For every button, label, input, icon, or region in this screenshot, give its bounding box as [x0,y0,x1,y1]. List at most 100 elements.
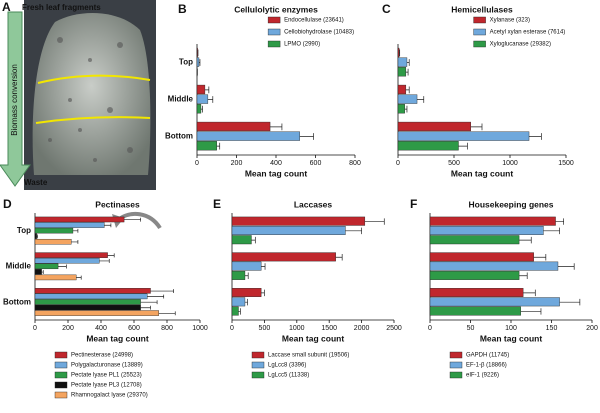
error-bar [533,253,547,261]
bar [34,293,148,300]
bar [231,288,262,297]
x-tick-label: 50 [467,325,475,332]
legend-label: Acetyl xylan esterase (7614) [490,30,566,36]
bar [34,274,77,281]
x-tick-label: 200 [586,325,598,332]
error-bar [99,258,110,263]
x-axis-label: Mean tag count [282,333,345,343]
x-axis-label: Mean tag count [86,333,149,343]
error-bar [519,236,532,244]
bar [397,141,459,151]
legend-label: Xyloglucanase (29382) [490,42,551,48]
conversion-arrow [0,11,31,187]
x-axis-label: Mean tag count [245,168,308,178]
x-tick-label: 200 [62,325,74,332]
x-tick-label: 1500 [321,325,337,332]
legend-swatch [473,40,486,48]
error-bar [523,289,536,297]
bar [34,257,100,264]
category-label: Top [17,226,31,235]
bar [196,94,209,104]
error-bar [207,96,214,103]
bar [196,104,202,114]
error-bar [104,223,112,228]
legend-label: EF-1-β (18866) [466,363,507,369]
error-bar [71,240,79,244]
bar [429,235,520,245]
error-bar [557,263,575,270]
legend-label: Pectate lyase PL3 (12708) [71,383,142,389]
bar [429,270,520,280]
bar [231,306,239,316]
legend-swatch [267,40,281,48]
panel-letter: C [382,2,391,16]
error-bar [417,96,425,103]
bar [397,47,400,58]
x-tick-label: 1000 [289,325,305,332]
legend-swatch [251,371,265,379]
legend-label: Endocellulase (23641) [284,18,344,24]
error-bar [405,86,410,94]
bar [397,131,530,141]
arrow-label: Biomass conversion [10,64,19,136]
error-bar [470,123,483,131]
legend-swatch [54,361,68,369]
error-bar [238,308,241,315]
panel-letter: E [213,197,221,211]
chart-title: Pectinases [95,199,140,209]
bar [397,57,408,67]
x-axis-label: Mean tag count [480,333,543,343]
error-bar [107,253,115,258]
legend-swatch [473,16,486,24]
bar [231,252,336,262]
legend-swatch [54,351,68,359]
x-tick-label: 200 [231,160,243,167]
bar [196,84,206,95]
legend-label: Laccase small subunit (19506) [268,353,349,359]
legend-label: Xylanase (323) [490,18,530,24]
top-label: Fresh leaf fragments [22,3,101,12]
x-tick-label: 400 [95,325,107,332]
chart-title: Laccases [294,199,333,209]
bar [397,121,472,132]
bar [34,304,141,311]
bar [34,222,105,228]
error-bar [72,228,79,233]
x-tick-label: 800 [349,160,361,167]
legend-swatch [449,371,463,379]
bar [196,57,200,67]
legend-swatch [449,361,463,369]
error-bar [158,311,176,316]
bar [231,297,246,307]
bar [34,233,37,239]
panel-letter: A [2,0,11,14]
error-bar [147,294,165,299]
x-axis-label: Mean tag count [451,168,514,178]
error-bar [36,234,38,239]
error-bar [458,142,468,150]
bar [34,299,141,305]
legend-label: Pectinesterase (24998) [71,353,133,359]
error-bar [198,59,201,66]
error-bar [58,264,67,269]
x-tick-label: 150 [546,325,558,332]
bar [429,306,521,316]
error-bar [519,272,528,280]
error-bar [200,105,203,113]
x-tick-label: 1000 [502,160,518,167]
error-bar [261,263,266,270]
bottom-label: Waste [24,178,48,187]
category-label: Middle [168,95,194,104]
legend-label: LgLcc5 (11338) [268,373,309,379]
x-tick-label: 1500 [558,160,574,167]
bar [429,216,556,226]
texture [48,37,133,162]
bar [196,141,217,151]
bar [34,269,42,275]
bar [231,225,346,235]
category-label: Middle [6,262,32,271]
x-tick-label: 1000 [192,325,208,332]
bar [34,263,59,270]
error-bar [520,308,542,315]
bar [231,261,262,271]
